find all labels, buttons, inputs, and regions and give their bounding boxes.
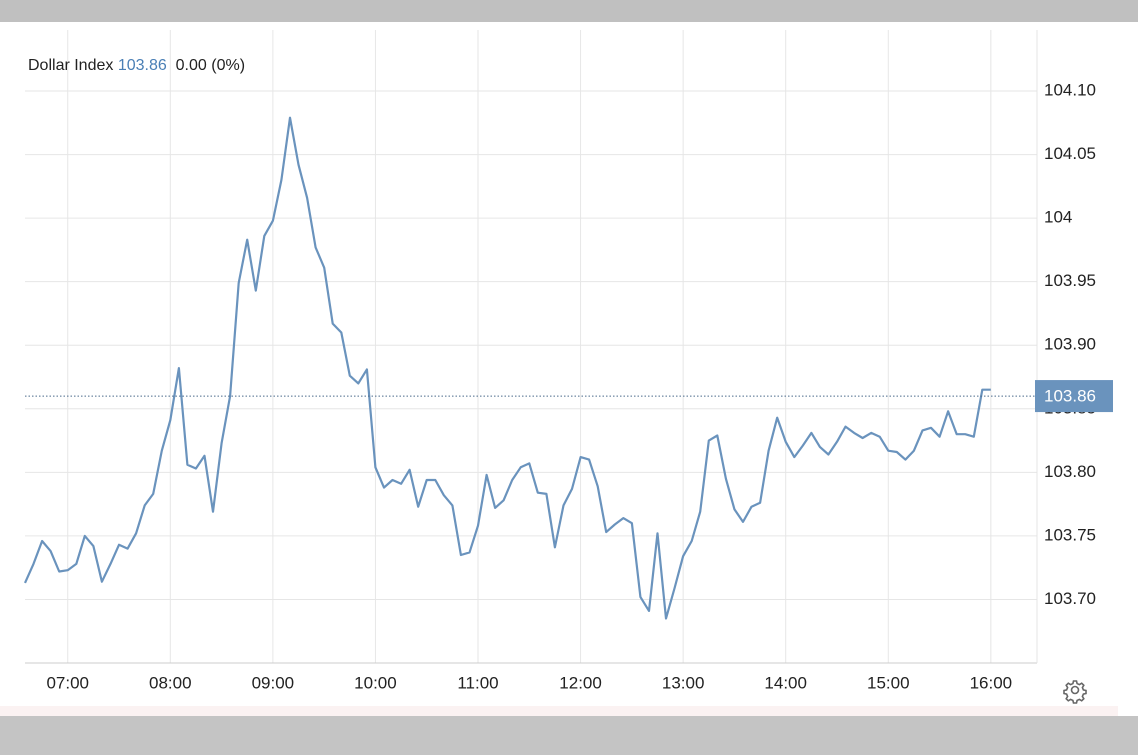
title: Dollar Index — [28, 57, 114, 74]
bottom-bar — [0, 716, 1138, 755]
x-tick-label: 16:00 — [970, 673, 1013, 692]
x-tick-label: 14:00 — [764, 673, 807, 692]
top-bar — [0, 0, 1138, 22]
price-line — [23, 116, 991, 620]
y-tick-label: 103.75 — [1044, 525, 1096, 544]
last-value: 103.86 — [117, 57, 167, 74]
x-tick-label: 11:00 — [457, 673, 498, 692]
x-tick-label: 15:00 — [867, 673, 910, 692]
grid — [25, 30, 1037, 663]
last-price-label: 103.86 — [1044, 387, 1096, 406]
y-tick-label: 103.80 — [1044, 462, 1096, 481]
y-tick-label: 104.10 — [1044, 80, 1096, 99]
settings-icon[interactable] — [1063, 680, 1087, 704]
last-price-badge — [1035, 380, 1113, 413]
x-tick-label: 10:00 — [354, 673, 397, 692]
y-tick-label: 103.90 — [1044, 335, 1096, 354]
bottom-strip — [0, 706, 1118, 716]
x-tick-label: 13:00 — [662, 673, 705, 692]
change: 0.00 (0%) — [175, 57, 246, 74]
y-tick-label: 104.05 — [1044, 144, 1096, 163]
header: Dollar Index 103.86 0.00 (0%) — [28, 57, 245, 75]
x-tick-label: 09:00 — [252, 673, 295, 692]
y-tick-label: 103.70 — [1044, 589, 1096, 608]
x-tick-label: 12:00 — [559, 673, 602, 692]
x-tick-label: 07:00 — [46, 673, 89, 692]
y-tick-label: 103.95 — [1044, 271, 1096, 290]
x-tick-label: 08:00 — [149, 673, 192, 692]
y-tick-label: 104 — [1044, 208, 1072, 227]
